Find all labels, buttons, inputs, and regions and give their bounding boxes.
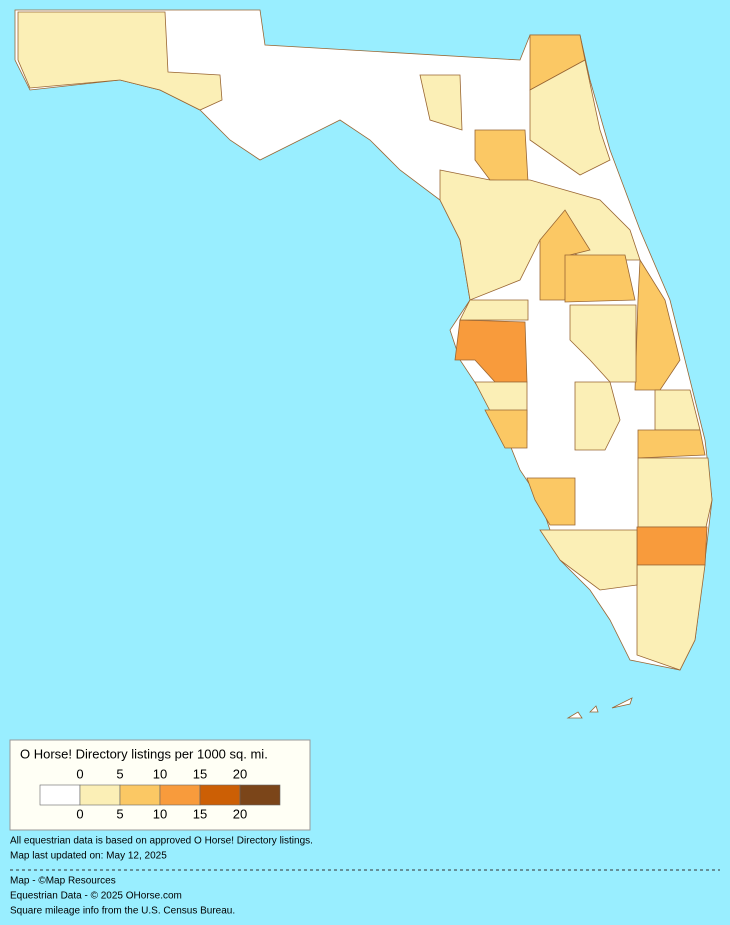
florida-map: [14, 9, 713, 719]
county: [564, 254, 636, 303]
credit-line: Equestrian Data - © 2025 OHorse.com: [10, 891, 182, 902]
legend-bottom-label: 10: [153, 806, 167, 821]
legend-title: O Horse! Directory listings per 1000 sq.…: [20, 746, 268, 761]
county: [484, 409, 528, 449]
notes: All equestrian data is based on approved…: [10, 836, 313, 862]
county: [454, 319, 528, 383]
legend-top-label: 0: [76, 766, 83, 781]
legend-bottom-label: 0: [76, 806, 83, 821]
legend-bottom-label: 20: [233, 806, 247, 821]
county: [526, 477, 576, 526]
county: [539, 529, 638, 591]
legend-swatch: [239, 784, 281, 806]
credit-line: Square mileage info from the U.S. Census…: [10, 906, 235, 917]
county: [419, 74, 463, 131]
county: [636, 564, 706, 671]
county: [574, 381, 621, 451]
legend-top-label: 10: [153, 766, 167, 781]
legend-swatch: [159, 784, 201, 806]
county: [637, 429, 706, 459]
county: [459, 299, 529, 321]
county: [529, 59, 611, 176]
legend-bottom-label: 5: [116, 806, 123, 821]
keys: [566, 697, 633, 719]
county: [17, 11, 223, 111]
legend-swatch: [199, 784, 241, 806]
note-line: All equestrian data is based on approved…: [10, 836, 313, 847]
note-line: Map last updated on: May 12, 2025: [10, 851, 167, 862]
legend-top-label: 5: [116, 766, 123, 781]
credit-line: Map - ©Map Resources: [10, 876, 116, 887]
legend-bottom-label: 15: [193, 806, 207, 821]
county: [636, 526, 708, 566]
credits: Map - ©Map Resources Equestrian Data - © …: [10, 876, 235, 917]
legend-swatch: [119, 784, 161, 806]
legend-top-label: 20: [233, 766, 247, 781]
legend-swatch: [39, 784, 81, 806]
county: [637, 457, 713, 528]
legend-swatch: [79, 784, 121, 806]
legend-top-label: 15: [193, 766, 207, 781]
legend: O Horse! Directory listings per 1000 sq.…: [9, 739, 311, 831]
